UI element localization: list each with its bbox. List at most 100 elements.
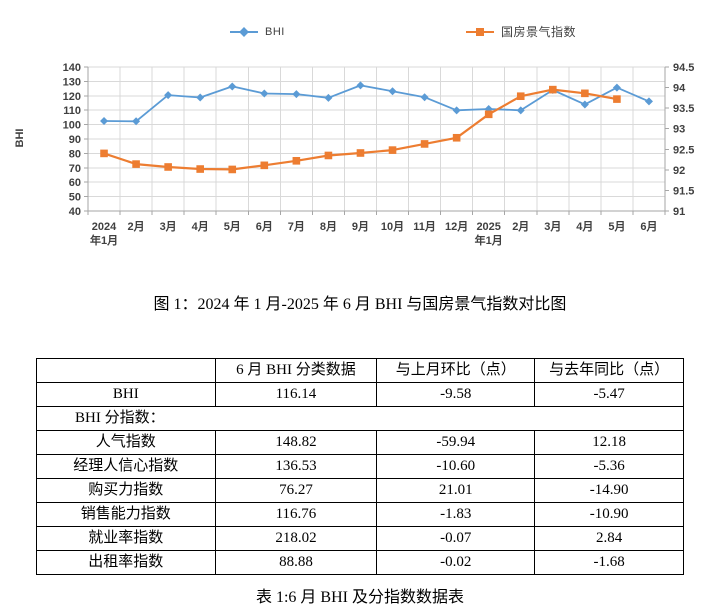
svg-text:6月: 6月 [256, 220, 273, 233]
row-label-cell: 经理人信心指数 [36, 454, 216, 479]
svg-text:91.5: 91.5 [673, 185, 694, 197]
bhi-comparison-line-chart: 140 130 120 110 100 90 80 70 60 50 40 94.5 94 93.5 93 9… [0, 0, 720, 260]
bhi-diamond-marker-icon [239, 27, 249, 37]
legend-label-climate-index: 国房景气指数 [501, 25, 577, 39]
table-header-row: 6 月 BHI 分类数据 与上月环比（点） 与去年同比（点） [36, 358, 684, 383]
yoy-cell: -14.90 [534, 478, 684, 503]
climate-data-point [581, 89, 589, 98]
svg-text:94: 94 [673, 83, 686, 95]
svg-text:100: 100 [63, 120, 81, 132]
yoy-cell: -10.90 [534, 502, 684, 527]
svg-text:8月: 8月 [320, 220, 337, 233]
climate-data-point [324, 151, 333, 160]
value-cell: 76.27 [214, 478, 378, 503]
svg-text:7月: 7月 [288, 220, 305, 233]
svg-text:2月: 2月 [128, 220, 145, 233]
yoy-cell: -5.47 [534, 382, 684, 407]
climate-data-point [356, 149, 365, 157]
table-caption: 表 1:6 月 BHI 及分指数数据表 [255, 589, 464, 606]
svg-text:40: 40 [69, 206, 81, 218]
svg-text:11月: 11月 [413, 220, 436, 233]
bhi-data-point [132, 117, 141, 126]
table-section-row: BHI 分指数： [36, 406, 684, 431]
table-row-popularity: 人气指数 148.82 -59.94 12.18 [36, 430, 684, 455]
column-header-yoy: 与去年同比（点） [534, 358, 684, 383]
climate-data-point [420, 140, 429, 148]
svg-text:5月: 5月 [608, 220, 625, 233]
bhi-data-point [644, 97, 653, 106]
svg-text:3月: 3月 [544, 220, 561, 233]
svg-text:130: 130 [63, 76, 81, 88]
table-row-sales-ability: 销售能力指数 116.76 -1.83 -10.90 [36, 502, 684, 527]
bhi-data-point [420, 93, 429, 102]
bhi-data-point [388, 87, 397, 96]
climate-legend-line-icon [466, 28, 494, 36]
row-label-cell: BHI [36, 382, 216, 407]
climate-square-marker-icon [476, 28, 484, 36]
y-axis-title: BHI [14, 128, 26, 148]
climate-data-point [164, 163, 172, 171]
yoy-cell: -5.36 [534, 454, 684, 479]
bhi-data-point [228, 82, 237, 91]
table-row-rental-rate: 出租率指数 88.88 -0.02 -1.68 [36, 550, 684, 575]
row-label-cell: 就业率指数 [36, 526, 216, 551]
svg-text:9月: 9月 [352, 220, 369, 233]
bhi-data-point [164, 91, 173, 100]
climate-data-point [452, 133, 461, 142]
svg-text:12月: 12月 [445, 220, 468, 233]
x-axis-labels: 2024 年1月 2月 3月 4月 5月 6月 7月 8月 9月 10月 11月 12月 2025 年1月 2… [90, 220, 658, 247]
svg-text:120: 120 [63, 91, 81, 103]
legend-label-bhi: BHI [265, 25, 285, 38]
svg-text:92.5: 92.5 [673, 144, 694, 156]
climate-data-point [132, 160, 140, 168]
table-row-purchasing-power: 购买力指数 76.27 21.01 -14.90 [36, 478, 684, 503]
svg-text:4月: 4月 [192, 220, 209, 233]
svg-text:110: 110 [63, 105, 81, 117]
climate-data-point [260, 161, 269, 170]
legend-item-climate-index: 国房景气指数 [466, 25, 576, 39]
value-cell: 136.53 [214, 454, 378, 479]
figure-caption: 图 1：2024 年 1 月-2025 年 6 月 BHI 与国房景气指数对比图 [153, 296, 567, 313]
climate-data-point [100, 149, 108, 158]
bhi-data-point [516, 106, 525, 115]
climate-data-point [388, 146, 397, 154]
row-label-cell: 人气指数 [36, 430, 216, 455]
value-cell: 116.14 [214, 382, 378, 407]
svg-text:2月: 2月 [512, 220, 529, 233]
mom-cell: -10.60 [376, 454, 536, 479]
climate-data-point [549, 85, 557, 94]
svg-text:10月: 10月 [381, 220, 404, 233]
series-climate-index [100, 85, 621, 174]
section-label-cell: BHI 分指数： [36, 406, 684, 431]
svg-text:50: 50 [69, 192, 81, 204]
column-header-mom: 与上月环比（点） [376, 358, 536, 383]
table-row-employment-rate: 就业率指数 218.02 -0.07 2.84 [36, 526, 684, 551]
bhi-data-point [452, 106, 461, 115]
yoy-cell: -1.68 [534, 550, 684, 575]
svg-text:80: 80 [69, 148, 81, 160]
bhi-legend-line-icon [230, 27, 258, 37]
climate-data-point [484, 110, 493, 119]
mom-cell: -0.07 [376, 526, 536, 551]
svg-text:91: 91 [673, 206, 685, 218]
value-cell: 88.88 [214, 550, 378, 575]
mom-cell: -1.83 [376, 502, 536, 527]
svg-text:3月: 3月 [160, 220, 177, 233]
right-axis-labels: 94.5 94 93.5 93 92.5 92 91.5 91 [673, 62, 694, 218]
series-bhi [100, 81, 653, 126]
mom-cell: -59.94 [376, 430, 536, 455]
bhi-data-point [196, 93, 205, 102]
climate-data-point [516, 92, 525, 101]
svg-text:70: 70 [69, 163, 81, 175]
yoy-cell: 2.84 [534, 526, 684, 551]
table-row-manager-confidence: 经理人信心指数 136.53 -10.60 -5.36 [36, 454, 684, 479]
bhi-data-point [612, 83, 621, 92]
climate-data-point [292, 157, 301, 165]
value-cell: 218.02 [214, 526, 378, 551]
climate-data-point [613, 95, 621, 103]
row-label-cell: 购买力指数 [36, 478, 216, 503]
bhi-data-point [292, 90, 301, 99]
